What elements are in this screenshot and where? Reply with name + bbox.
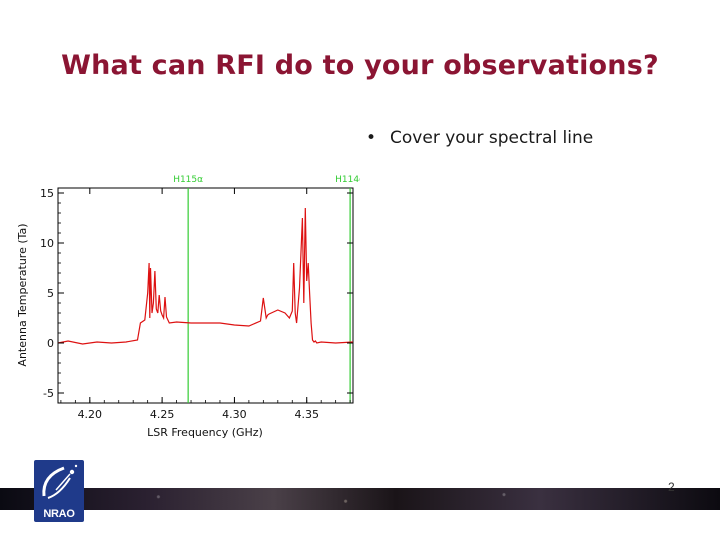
- x-tick-label: 4.35: [294, 408, 319, 421]
- y-tick-label: -5: [43, 387, 54, 400]
- nrao-logo: NRAO: [34, 460, 84, 522]
- bullet-dot: •: [366, 128, 377, 148]
- page-number: 2: [668, 480, 675, 494]
- line-marker-label: H115α: [173, 175, 203, 185]
- spectrum-chart: H115α H114α 4.20 4.25 4.30 4.35 -5 0 5 10 15 LSR …: [16, 175, 360, 439]
- y-tick-label: 15: [40, 187, 54, 200]
- bullet-text: Cover your spectral line: [390, 128, 594, 148]
- x-tick-label: 4.30: [222, 408, 247, 421]
- line-marker-label: H114α: [335, 175, 360, 185]
- plot-frame: [57, 187, 354, 404]
- y-tick-label: 10: [40, 237, 54, 250]
- radio-dish-icon: [42, 464, 78, 499]
- spectrum-series: [57, 207, 354, 345]
- bullet-item: • Cover your spectral line: [366, 128, 593, 148]
- y-tick-label: 0: [47, 337, 54, 350]
- y-tick-label: 5: [47, 287, 54, 300]
- y-axis-label: Antenna Temperature (Ta): [16, 223, 29, 366]
- x-tick-label: 4.20: [78, 408, 103, 421]
- logo-text: NRAO: [43, 508, 75, 520]
- slide-title: What can RFI do to your observations?: [61, 50, 659, 81]
- x-axis-label: LSR Frequency (GHz): [147, 426, 263, 439]
- footer-band: [0, 488, 720, 510]
- x-tick-label: 4.25: [150, 408, 175, 421]
